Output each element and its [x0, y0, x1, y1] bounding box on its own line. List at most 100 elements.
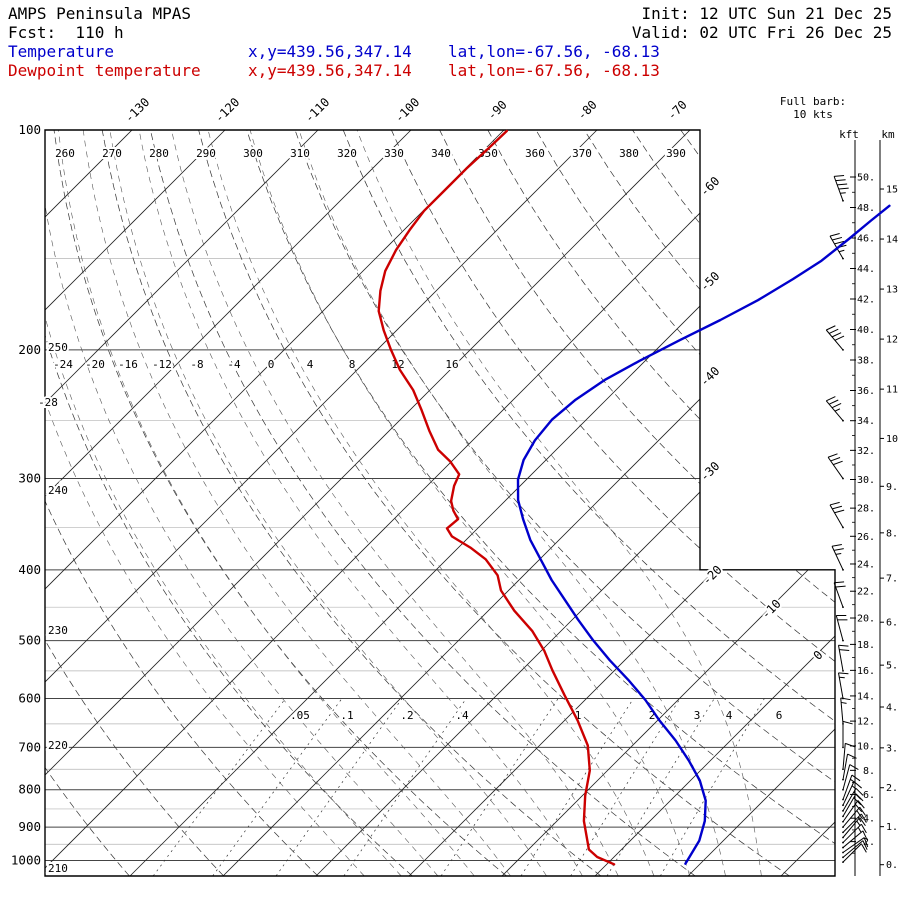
- barb-legend-title: Full barb:: [779, 95, 847, 108]
- svg-text:16: 16: [445, 358, 458, 371]
- svg-text:400: 400: [18, 562, 41, 577]
- svg-text:46.: 46.: [857, 234, 875, 245]
- svg-text:22.: 22.: [857, 587, 875, 598]
- plot-border: [44, 129, 836, 877]
- svg-text:-30: -30: [697, 459, 722, 484]
- svg-text:390: 390: [666, 147, 686, 160]
- svg-text:4.: 4.: [863, 814, 875, 825]
- svg-text:200: 200: [18, 342, 41, 357]
- barb-legend-value: 10 kts: [793, 108, 833, 121]
- svg-text:.2: .2: [400, 709, 413, 722]
- svg-text:600: 600: [18, 690, 41, 705]
- svg-text:220: 220: [48, 739, 68, 752]
- svg-text:36.: 36.: [857, 386, 875, 397]
- wind-barbs: [825, 174, 869, 864]
- svg-text:300: 300: [243, 147, 263, 160]
- moist-adiabat-lines: [45, 130, 762, 876]
- svg-text:2.: 2.: [863, 837, 875, 848]
- svg-text:14.: 14.: [886, 235, 900, 246]
- svg-text:34.: 34.: [857, 416, 875, 427]
- svg-text:10.: 10.: [886, 434, 900, 445]
- svg-text:-28: -28: [38, 396, 58, 409]
- init-time: Init: 12 UTC Sun 21 Dec 25: [641, 4, 892, 23]
- svg-text:.05: .05: [290, 709, 310, 722]
- svg-text:1000: 1000: [11, 853, 41, 868]
- svg-text:310: 310: [290, 147, 310, 160]
- svg-text:-70: -70: [665, 98, 690, 123]
- temperature-latlon: lat,lon=-67.56, -68.13: [448, 42, 660, 61]
- svg-text:-4: -4: [227, 358, 241, 371]
- svg-text:28.: 28.: [857, 504, 875, 515]
- temperature-curve: [516, 204, 891, 865]
- svg-text:km: km: [881, 128, 895, 141]
- temperature-grid-point: x,y=439.56,347.14: [248, 42, 412, 61]
- svg-text:4: 4: [307, 358, 314, 371]
- dewpoint-legend-label: Dewpoint temperature: [8, 61, 201, 80]
- svg-text:15.: 15.: [886, 185, 900, 196]
- svg-text:0: 0: [811, 648, 826, 663]
- svg-text:6.: 6.: [886, 618, 898, 629]
- svg-text:4: 4: [726, 709, 733, 722]
- svg-text:-120: -120: [212, 95, 242, 125]
- dewpoint-grid-point: x,y=439.56,347.14: [248, 61, 412, 80]
- svg-text:280: 280: [149, 147, 169, 160]
- dewpoint-latlon: lat,lon=-67.56, -68.13: [448, 61, 660, 80]
- svg-text:42.: 42.: [857, 295, 875, 306]
- svg-text:340: 340: [431, 147, 451, 160]
- kft-axis: kft 50. 48. 46. 44. 42. 40. 38. 36. 34. 32. 30. 28. 2…: [839, 128, 875, 876]
- svg-text:6.: 6.: [863, 790, 875, 801]
- mixing-ratio-lines: [152, 698, 765, 876]
- svg-text:-130: -130: [122, 95, 152, 125]
- svg-text:.1: .1: [340, 709, 353, 722]
- svg-text:-40: -40: [697, 364, 722, 389]
- svg-text:kft: kft: [839, 128, 859, 141]
- svg-text:11.: 11.: [886, 385, 900, 396]
- svg-text:-60: -60: [697, 174, 722, 199]
- svg-text:13.: 13.: [886, 285, 900, 296]
- svg-text:320: 320: [337, 147, 357, 160]
- svg-text:230: 230: [48, 624, 68, 637]
- svg-text:32.: 32.: [857, 446, 875, 457]
- svg-text:2.: 2.: [886, 783, 898, 794]
- svg-text:370: 370: [572, 147, 592, 160]
- svg-text:16.: 16.: [857, 666, 875, 677]
- svg-text:-12: -12: [152, 358, 172, 371]
- svg-text:-20: -20: [700, 563, 725, 588]
- svg-text:360: 360: [525, 147, 545, 160]
- svg-text:4.: 4.: [886, 703, 898, 714]
- svg-text:1: 1: [575, 709, 582, 722]
- svg-text:0: 0: [268, 358, 275, 371]
- svg-text:20.: 20.: [857, 614, 875, 625]
- svg-text:8.: 8.: [863, 766, 875, 777]
- svg-text:14.: 14.: [857, 691, 875, 702]
- svg-text:-20: -20: [85, 358, 105, 371]
- svg-text:-50: -50: [697, 269, 722, 294]
- svg-text:30.: 30.: [857, 475, 875, 486]
- svg-text:-110: -110: [302, 95, 332, 125]
- svg-text:3: 3: [694, 709, 701, 722]
- svg-text:0.: 0.: [886, 860, 898, 871]
- svg-text:700: 700: [18, 739, 41, 754]
- valid-time: Valid: 02 UTC Fri 26 Dec 25: [631, 23, 892, 42]
- svg-text:240: 240: [48, 484, 68, 497]
- svg-text:-24: -24: [53, 358, 73, 371]
- svg-text:24.: 24.: [857, 559, 875, 570]
- svg-text:50.: 50.: [857, 173, 875, 184]
- svg-text:8: 8: [349, 358, 356, 371]
- svg-text:8.: 8.: [886, 528, 898, 539]
- svg-text:5.: 5.: [886, 661, 898, 672]
- svg-text:-16: -16: [118, 358, 138, 371]
- svg-text:100: 100: [18, 122, 41, 137]
- svg-text:800: 800: [18, 782, 41, 797]
- svg-text:26.: 26.: [857, 532, 875, 543]
- svg-text:290: 290: [196, 147, 216, 160]
- svg-text:-90: -90: [485, 98, 510, 123]
- svg-text:18.: 18.: [857, 640, 875, 651]
- svg-text:12.: 12.: [857, 717, 875, 728]
- svg-text:260: 260: [55, 147, 75, 160]
- svg-text:270: 270: [102, 147, 122, 160]
- svg-text:10.: 10.: [857, 741, 875, 752]
- svg-text:500: 500: [18, 633, 41, 648]
- svg-text:300: 300: [18, 471, 41, 486]
